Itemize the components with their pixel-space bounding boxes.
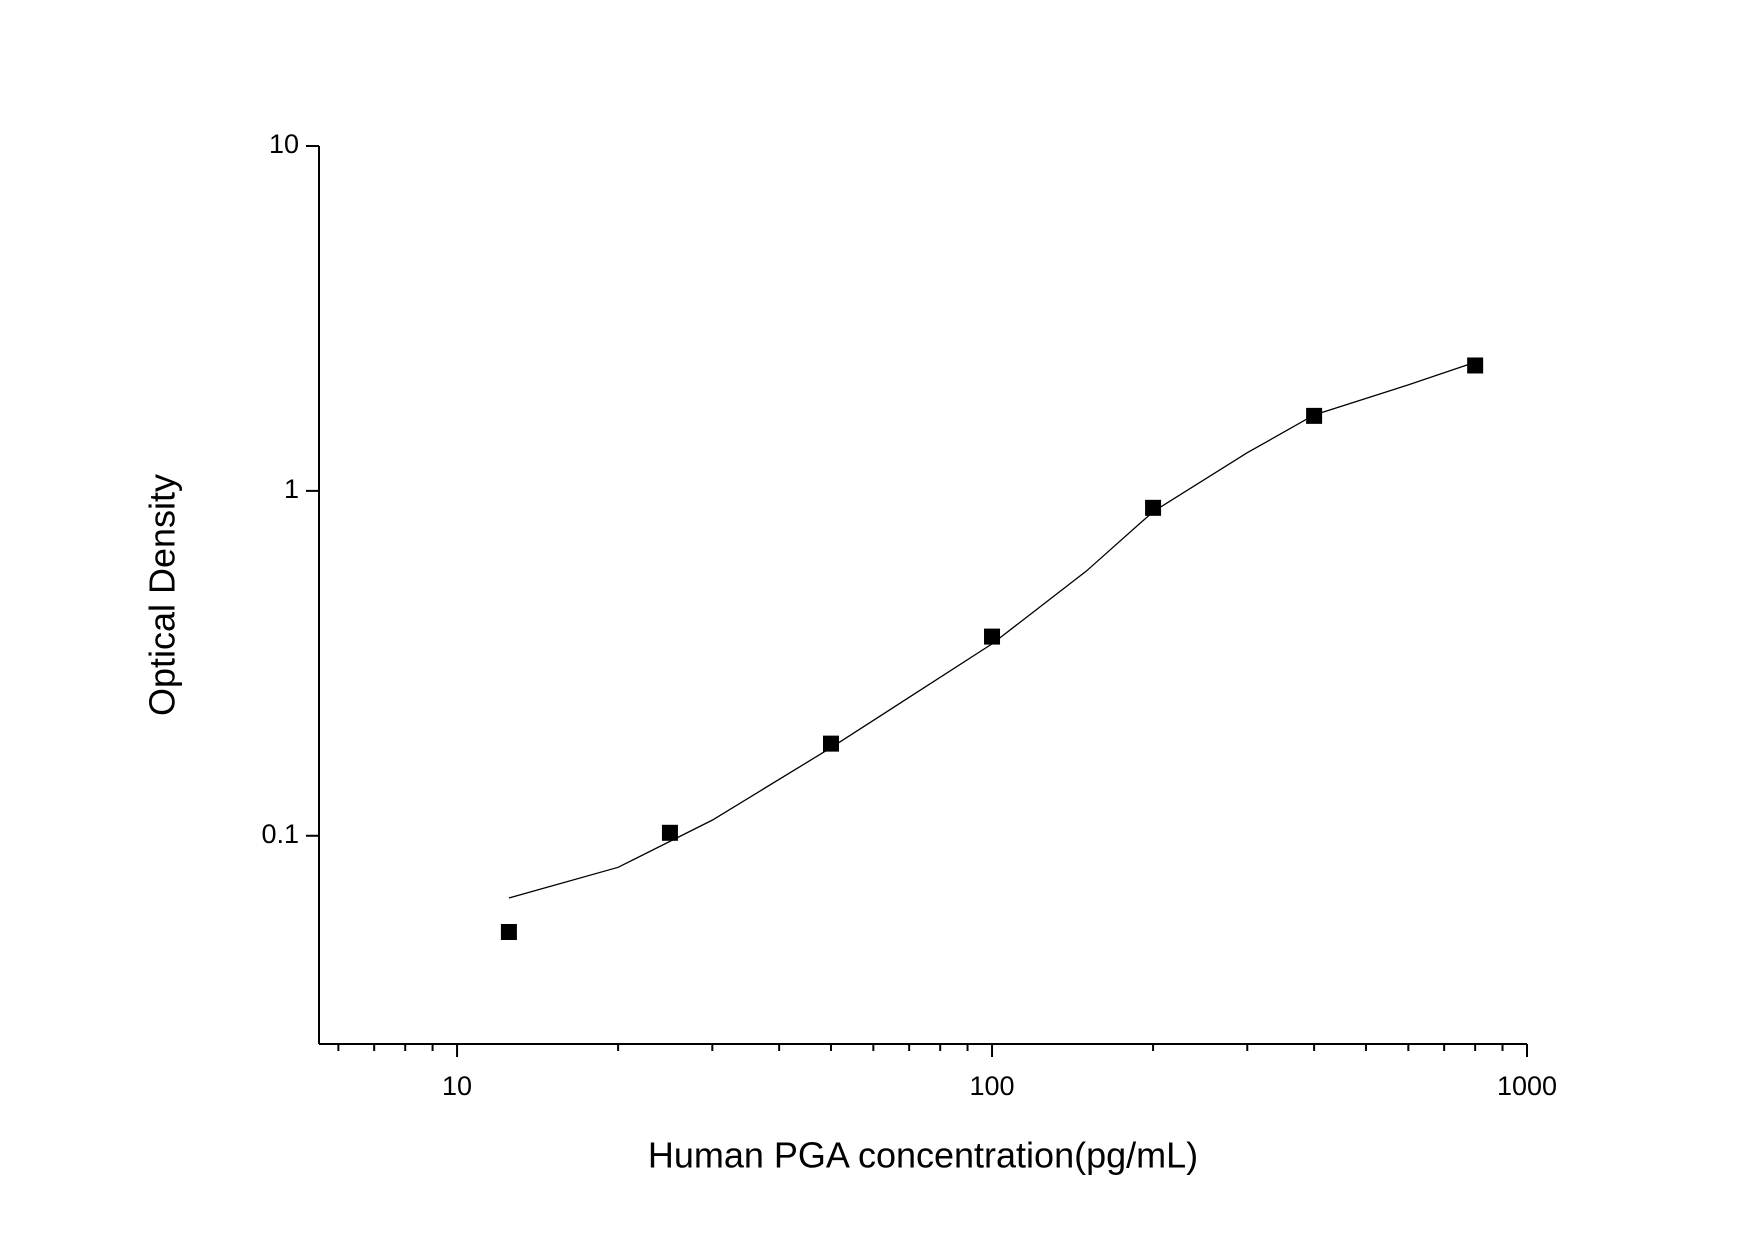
y-tick-label: 0.1 — [261, 819, 299, 849]
y-axis-title: Optical Density — [142, 474, 183, 716]
data-point — [822, 735, 839, 752]
x-tick-label: 100 — [969, 1071, 1014, 1101]
data-point — [1145, 499, 1162, 516]
data-point — [500, 923, 517, 940]
y-tick-label: 10 — [269, 129, 299, 159]
data-point — [1306, 407, 1323, 424]
x-axis-title: Human PGA concentration(pg/mL) — [648, 1135, 1198, 1176]
data-point — [1467, 357, 1484, 374]
data-point — [984, 628, 1001, 645]
x-tick-label: 1000 — [1497, 1071, 1557, 1101]
fit-curve — [508, 361, 1476, 899]
x-tick-label: 10 — [442, 1071, 472, 1101]
data-point — [661, 824, 678, 841]
y-tick-label: 1 — [284, 474, 299, 504]
